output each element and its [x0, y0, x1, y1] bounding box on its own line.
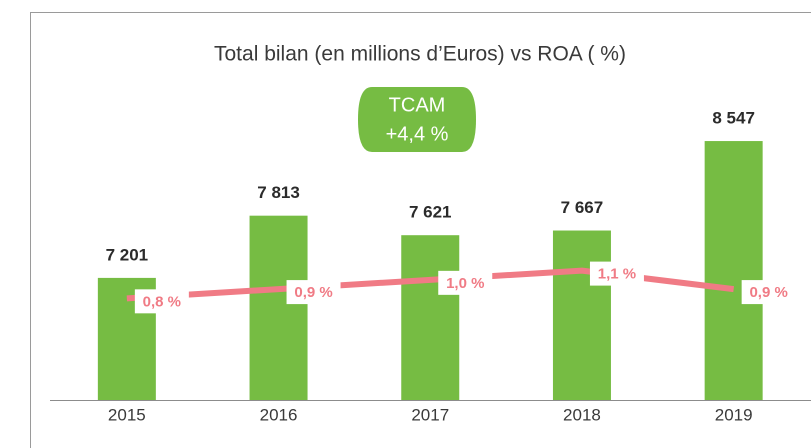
x-tick-label: 2017: [411, 405, 449, 424]
line-label-box: [589, 261, 644, 286]
x-tick-label: 2018: [563, 405, 601, 424]
annotation-line: TCAM: [389, 94, 446, 116]
line-value-label: 1,0 %: [446, 275, 484, 292]
bar-value-label: 7 201: [106, 245, 149, 264]
line-label-box: [134, 289, 189, 314]
x-tick-label: 2016: [260, 405, 298, 424]
x-tick-label: 2015: [108, 405, 146, 424]
line-label-box: [741, 280, 796, 305]
annotation-badge: TCAM +4,4 %: [358, 87, 476, 152]
line-value-label: 0,9 %: [749, 284, 787, 301]
bar: [704, 141, 763, 400]
line-label-box: [286, 280, 341, 305]
line-value-label: 1,1 %: [598, 266, 636, 283]
line-value-label: 0,8 %: [143, 293, 181, 310]
bar: [249, 215, 308, 400]
annotation-line: +4,4 %: [386, 123, 449, 145]
bar-value-label: 7 813: [257, 183, 300, 202]
chart-title: Total bilan (en millions d’Euros) vs ROA…: [214, 43, 626, 66]
badge-shape: [358, 87, 476, 152]
line-value-label: 0,9 %: [294, 284, 332, 301]
bar-value-label: 7 667: [561, 198, 604, 217]
bar-value-label: 8 547: [712, 109, 755, 128]
bar: [401, 235, 460, 400]
bar: [552, 230, 611, 400]
x-tick-label: 2019: [715, 405, 753, 424]
bar-value-label: 7 621: [409, 203, 452, 222]
line-label-box: [438, 270, 493, 295]
